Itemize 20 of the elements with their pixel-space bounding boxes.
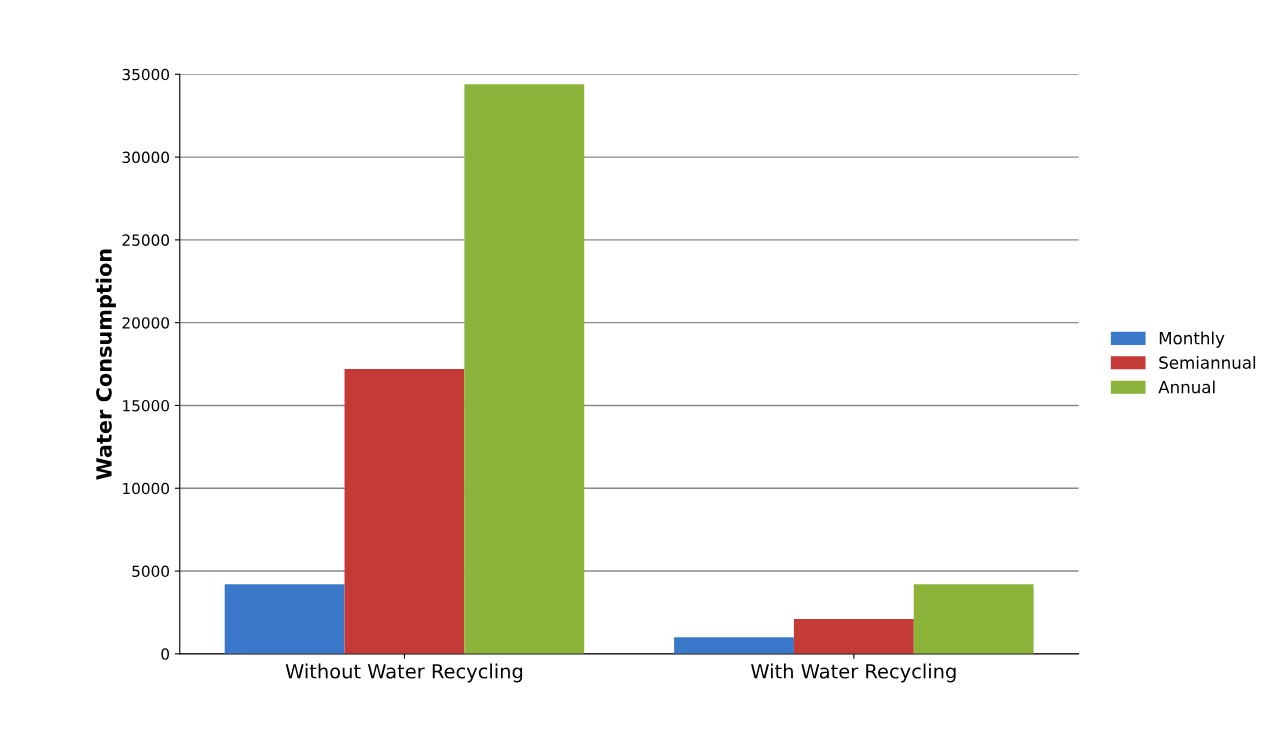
bar [913, 584, 1034, 654]
y-tick-label: 0 [161, 648, 170, 660]
y-tick-label: 25000 [122, 234, 170, 246]
y-tick-label: 10000 [123, 482, 170, 495]
x-tick-label: With Water Recycling [751, 663, 956, 683]
legend-label: Annual [1158, 380, 1215, 394]
y-axis-title: Water Consumption [95, 249, 116, 480]
bar [224, 584, 345, 654]
y-tick-label: 35000 [122, 68, 170, 81]
y-tick-label: 20000 [122, 317, 170, 329]
bar [674, 637, 794, 654]
bar [464, 84, 585, 654]
legend-label: Semiannual [1159, 356, 1256, 369]
y-tick-label: 30000 [122, 151, 170, 164]
bar [793, 619, 914, 654]
y-tick-label: 5000 [132, 565, 170, 578]
bar [344, 369, 465, 654]
x-tick-label: Without Water Recycling [285, 663, 523, 683]
legend-label: Monthly [1159, 331, 1225, 348]
y-tick-label: 15000 [123, 399, 170, 412]
